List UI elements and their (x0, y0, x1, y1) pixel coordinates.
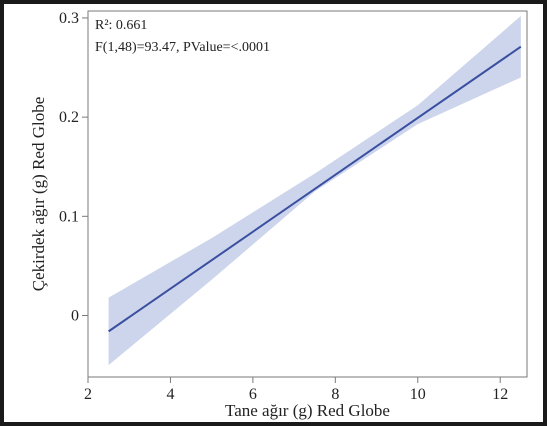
x-tick-label: 10 (410, 386, 426, 403)
confidence-band-layer (108, 15, 521, 366)
fit-line (108, 45, 522, 333)
y-tick-label: 0 (71, 308, 79, 325)
plot-area (87, 10, 528, 378)
r-squared-annotation: R²: 0.661 (95, 18, 147, 33)
x-tick-label: 6 (249, 386, 257, 403)
x-tick-label: 8 (331, 386, 339, 403)
y-tick-label: 0.1 (59, 208, 79, 225)
f-test-annotation: F(1,48)=93.47, PValue=<.0001 (95, 40, 270, 55)
y-tick-label: 0.2 (59, 109, 79, 126)
x-tick-label: 12 (492, 386, 508, 403)
fit-line-layer (108, 45, 522, 333)
y-axis-title: Çekirdek ağır (g) Red Globe (29, 97, 48, 292)
x-axis-title: Tane ağır (g) Red Globe (225, 401, 390, 420)
y-tick-label: 0.3 (59, 10, 79, 27)
tick-layer: 2 4 6 8 10 12 0 0.1 0.2 0.3 (59, 10, 508, 403)
confidence-band (108, 15, 521, 366)
x-tick-label: 4 (166, 386, 174, 403)
x-tick-label: 2 (84, 386, 92, 403)
